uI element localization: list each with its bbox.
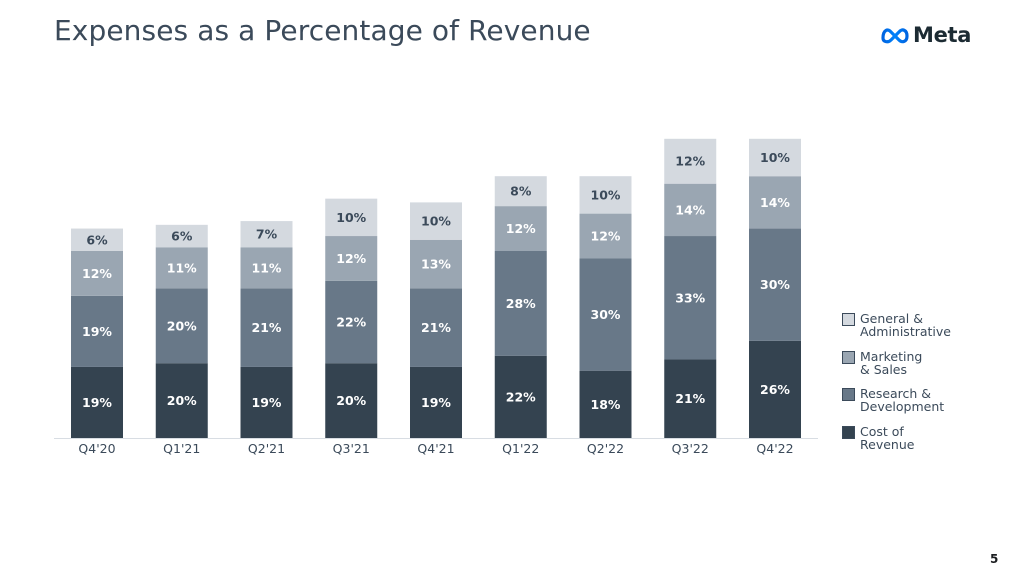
data-label: 11% — [252, 260, 282, 275]
bar-segment — [71, 366, 123, 438]
data-label: 14% — [760, 195, 790, 210]
legend-swatch — [842, 313, 855, 326]
legend-item: Research & Development — [842, 387, 980, 413]
data-label: 19% — [421, 395, 451, 410]
page-title: Expenses as a Percentage of Revenue — [54, 14, 591, 47]
bar-segment — [410, 202, 462, 240]
data-label: 12% — [336, 251, 366, 266]
bar-segment — [71, 228, 123, 251]
legend-item: Marketing & Sales — [842, 350, 980, 376]
bar-segment — [664, 236, 717, 360]
legend-label: Cost of Revenue — [860, 423, 915, 452]
bar-segment — [410, 239, 462, 289]
bar-segment — [749, 138, 801, 177]
x-tick-label: Q4'22 — [756, 441, 793, 456]
data-label: 12% — [591, 229, 621, 244]
bar-segment — [155, 288, 208, 364]
data-label: 7% — [256, 227, 278, 242]
data-label: 22% — [336, 315, 366, 330]
legend-item: Cost of Revenue — [842, 425, 980, 451]
data-label: 6% — [86, 232, 108, 247]
x-tick-label: Q3'21 — [333, 441, 370, 456]
bar-segment — [240, 221, 293, 248]
x-tick-label: Q2'22 — [587, 441, 624, 456]
bar-segment — [155, 247, 208, 289]
bar-segment — [155, 224, 208, 248]
bar-segment — [749, 176, 801, 229]
bar-segment — [410, 288, 462, 367]
x-tick-label: Q4'20 — [78, 441, 115, 456]
bar-segment — [579, 258, 632, 371]
bar-segment — [494, 206, 547, 251]
data-label: 19% — [82, 324, 112, 339]
x-tick-label: Q1'22 — [502, 441, 539, 456]
meta-logo: Meta — [880, 23, 971, 47]
data-label: 6% — [171, 229, 193, 244]
meta-infinity-icon — [881, 28, 909, 44]
data-label: 8% — [510, 184, 532, 199]
data-label: 10% — [421, 214, 451, 229]
data-label: 14% — [675, 202, 705, 217]
x-tick-label: Q4'21 — [417, 441, 454, 456]
bar-segment — [325, 363, 378, 438]
data-label: 10% — [760, 150, 790, 165]
data-label: 21% — [675, 391, 705, 406]
data-label: 19% — [252, 395, 282, 410]
logo-text: Meta — [913, 23, 972, 47]
data-label: 21% — [421, 320, 451, 335]
legend-label: Research & Development — [860, 386, 945, 414]
bar-segment — [325, 280, 378, 364]
bar-segment — [325, 236, 378, 281]
bar-segment — [240, 247, 293, 289]
data-label: 19% — [82, 395, 112, 410]
bar-segment — [494, 176, 547, 207]
bar-segment — [155, 363, 208, 438]
bar-segment — [749, 340, 801, 438]
legend-swatch — [842, 350, 855, 364]
data-label: 33% — [675, 290, 705, 305]
bar-segment — [579, 213, 632, 259]
x-tick-label: Q3'22 — [672, 441, 709, 456]
bar-segment — [494, 355, 547, 438]
data-label: 20% — [336, 393, 366, 408]
bar-segment — [240, 288, 293, 367]
bar-segment — [410, 366, 462, 438]
x-tick-label: Q2'21 — [248, 441, 285, 456]
data-label: 30% — [760, 277, 790, 292]
legend-label: Marketing & Sales — [860, 348, 923, 377]
data-label: 22% — [506, 389, 536, 404]
data-label: 12% — [506, 221, 536, 236]
data-label: 30% — [591, 307, 621, 322]
legend-label: General & Administrative — [860, 311, 951, 339]
data-label: 26% — [760, 382, 790, 397]
bar-segment — [494, 251, 547, 356]
legend-swatch — [842, 425, 855, 439]
bar-segment — [325, 198, 378, 237]
bar-segment — [240, 366, 293, 438]
legend-item: General & Administrative — [842, 312, 980, 338]
data-label: 28% — [506, 296, 536, 311]
data-label: 20% — [167, 318, 197, 333]
data-label: 10% — [336, 210, 366, 225]
data-label: 10% — [591, 187, 621, 202]
bar-segment — [71, 295, 123, 367]
page-number: 5 — [990, 552, 999, 566]
data-label: 21% — [252, 320, 282, 335]
legend-swatch — [842, 388, 855, 401]
data-label: 13% — [421, 257, 451, 272]
data-label: 12% — [675, 154, 705, 169]
bar-segment — [579, 176, 632, 214]
bar-segment — [71, 251, 123, 296]
x-tick-label: Q1'21 — [163, 441, 200, 456]
data-label: 18% — [591, 397, 621, 412]
bar-segment — [664, 183, 717, 237]
bar-segment — [579, 370, 632, 438]
data-label: 12% — [82, 266, 112, 281]
bar-segment — [664, 138, 717, 184]
bar-segment — [749, 228, 801, 341]
bar-segment — [664, 359, 717, 438]
data-label: 11% — [167, 260, 197, 275]
data-label: 20% — [167, 393, 197, 408]
